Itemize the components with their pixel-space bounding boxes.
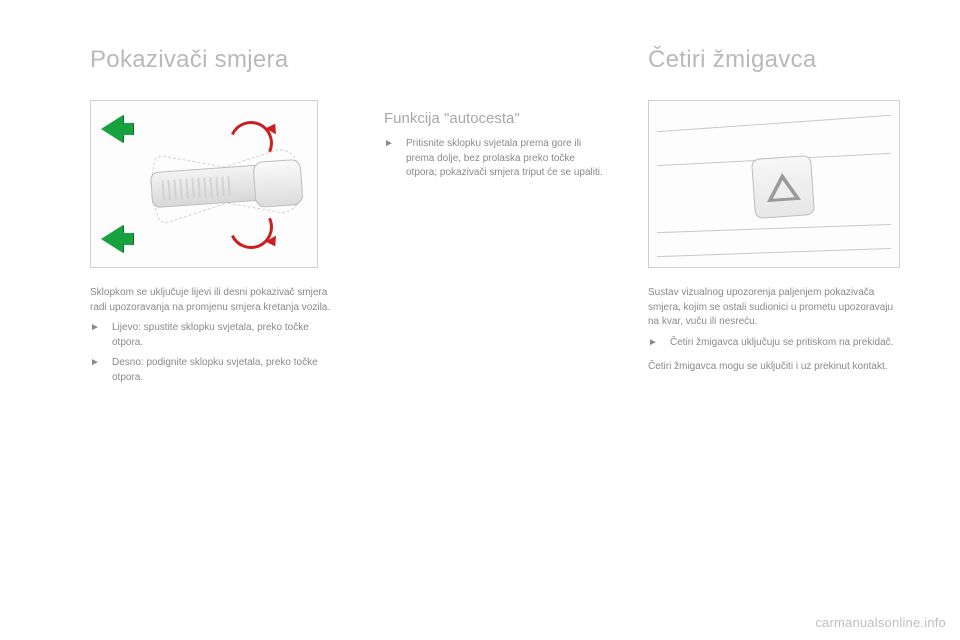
- dash-line: [657, 224, 891, 233]
- hazard-intro: Sustav vizualnog upozorenja paljenjem po…: [648, 286, 900, 330]
- columns: Pokazivači smjera Sklopkom se uključuje …: [90, 46, 884, 391]
- bullet-marker-icon: ►: [384, 137, 396, 181]
- dash-line: [657, 248, 891, 257]
- arrow-left-icon: [101, 115, 123, 143]
- dash-line: [657, 115, 890, 132]
- arrow-left-icon: [101, 225, 123, 253]
- motorway-bullets: ► Pritisnite sklopku svjetala prema gore…: [384, 137, 604, 181]
- col-hazard-lights: Četiri žmigavca Sustav vizualnog upozore…: [648, 46, 900, 391]
- subhead-motorway: Funkcija "autocesta": [384, 110, 604, 127]
- bullet-text: Lijevo: spustite sklopku svjetala, preko…: [112, 321, 340, 350]
- manual-page: Pokazivači smjera Sklopkom se uključuje …: [0, 0, 960, 640]
- hazard-button-icon: [751, 155, 815, 219]
- bullet-text: Desno: podignite sklopku svjetala, preko…: [112, 356, 340, 385]
- lever-illustration: [147, 121, 307, 249]
- heading-turn-signals: Pokazivači smjera: [90, 46, 340, 74]
- hazard-triangle-icon: [765, 172, 801, 202]
- dashboard-lines: [657, 109, 891, 259]
- bullet-text: Četiri žmigavca uključuju se pritiskom n…: [670, 336, 893, 351]
- figure-hazard-button: [648, 100, 900, 268]
- col-motorway-function: Funkcija "autocesta" ► Pritisnite sklopk…: [384, 46, 604, 391]
- list-item: ► Četiri žmigavca uključuju se pritiskom…: [648, 336, 900, 351]
- figure-turn-signal-lever: [90, 100, 318, 268]
- turn-signals-intro: Sklopkom se uključuje lijevi ili desni p…: [90, 286, 340, 315]
- hazard-bullets: ► Četiri žmigavca uključuju se pritiskom…: [648, 336, 900, 351]
- list-item: ► Lijevo: spustite sklopku svjetala, pre…: [90, 321, 340, 350]
- hazard-outro: Četiri žmigavca mogu se uključiti i uz p…: [648, 360, 900, 375]
- col-turn-signals: Pokazivači smjera Sklopkom se uključuje …: [90, 46, 340, 391]
- list-item: ► Pritisnite sklopku svjetala prema gore…: [384, 137, 604, 181]
- hazard-triangle-inner-icon: [778, 186, 789, 195]
- bullet-marker-icon: ►: [90, 356, 102, 385]
- bullet-marker-icon: ►: [648, 336, 660, 351]
- turn-signals-bullets: ► Lijevo: spustite sklopku svjetala, pre…: [90, 321, 340, 385]
- heading-hazard: Četiri žmigavca: [648, 46, 900, 74]
- lever-grip-icon: [162, 176, 233, 201]
- list-item: ► Desno: podignite sklopku svjetala, pre…: [90, 356, 340, 385]
- bullet-marker-icon: ►: [90, 321, 102, 350]
- bullet-text: Pritisnite sklopku svjetala prema gore i…: [406, 137, 604, 181]
- watermark-text: carmanualsonline.info: [815, 615, 946, 630]
- spacer: [384, 46, 604, 102]
